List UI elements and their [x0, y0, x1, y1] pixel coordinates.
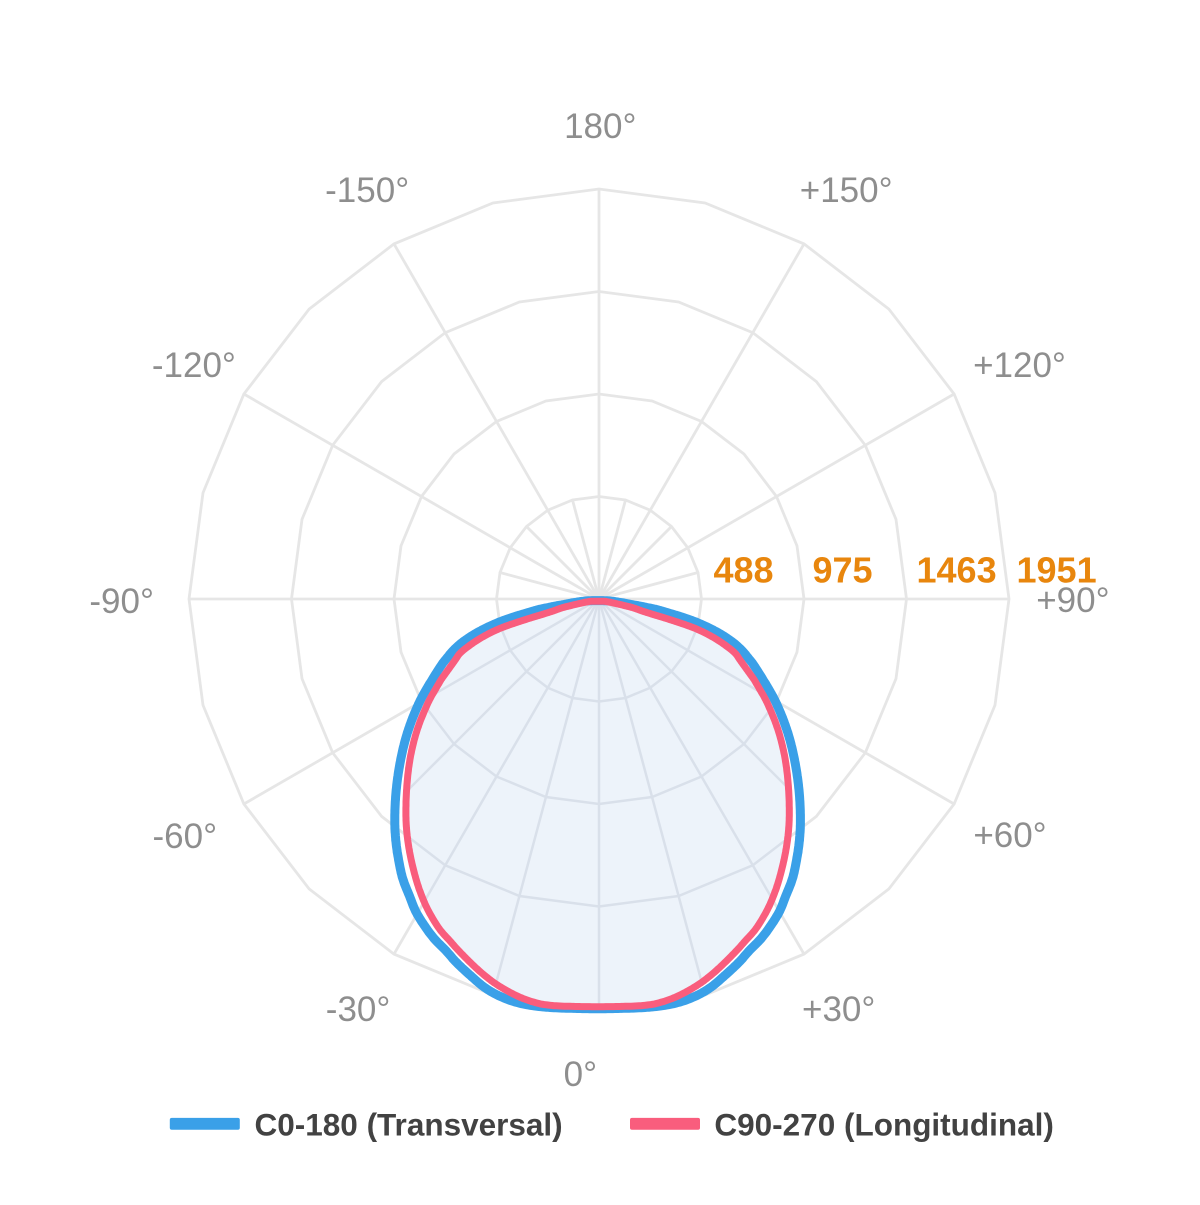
svg-text:180°: 180°	[564, 107, 636, 146]
svg-text:+90°: +90°	[1036, 581, 1109, 620]
svg-text:488: 488	[714, 550, 774, 591]
svg-text:+150°: +150°	[800, 171, 893, 210]
svg-text:-90°: -90°	[89, 582, 154, 621]
svg-text:-60°: -60°	[153, 817, 218, 856]
svg-text:975: 975	[813, 550, 873, 591]
svg-text:0°: 0°	[564, 1055, 597, 1094]
svg-text:1951: 1951	[1017, 550, 1097, 591]
svg-text:+60°: +60°	[973, 816, 1046, 855]
svg-text:-150°: -150°	[325, 171, 409, 210]
svg-text:+120°: +120°	[973, 346, 1066, 385]
svg-text:C90-270 (Longitudinal): C90-270 (Longitudinal)	[714, 1106, 1054, 1142]
svg-text:C0-180 (Transversal): C0-180 (Transversal)	[255, 1106, 563, 1142]
svg-text:-30°: -30°	[326, 990, 391, 1029]
svg-text:1463: 1463	[917, 550, 997, 591]
svg-text:+30°: +30°	[802, 990, 875, 1029]
svg-text:-120°: -120°	[152, 346, 236, 385]
